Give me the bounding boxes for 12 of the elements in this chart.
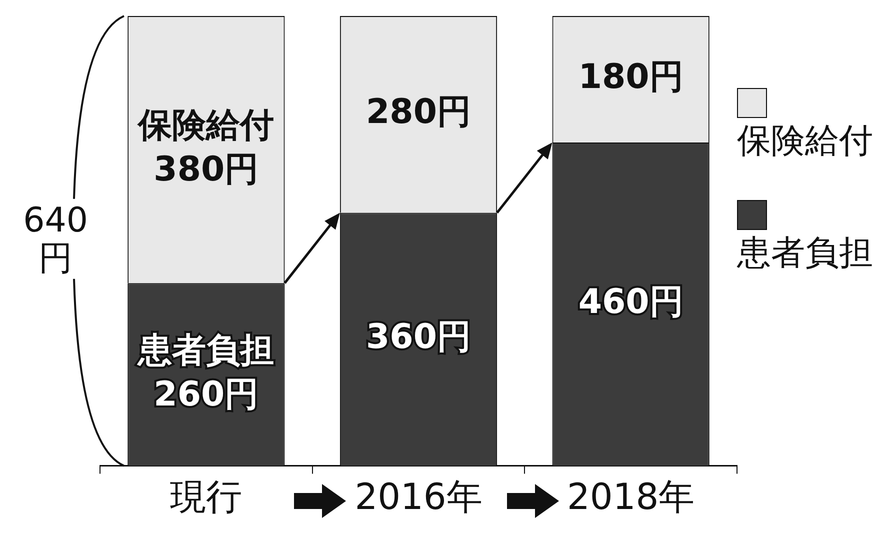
text: 640円 [23, 200, 88, 279]
x-tick-label: 2018年 [567, 476, 695, 518]
data-label: 180円 [578, 57, 684, 98]
data-label: 460円 [578, 282, 684, 322]
x-tick-label: 2016年 [354, 476, 482, 518]
data-label: 280円 [366, 92, 471, 132]
data-label: 患者負担 260円 [136, 330, 274, 414]
data-label: 保険給付 380円 [136, 105, 274, 190]
series-label: 患者負担 [737, 232, 874, 275]
data-label: 360円 [366, 317, 471, 358]
x-tick-label: 現行 [170, 476, 242, 518]
legend-label: 保険給付 [737, 120, 874, 163]
